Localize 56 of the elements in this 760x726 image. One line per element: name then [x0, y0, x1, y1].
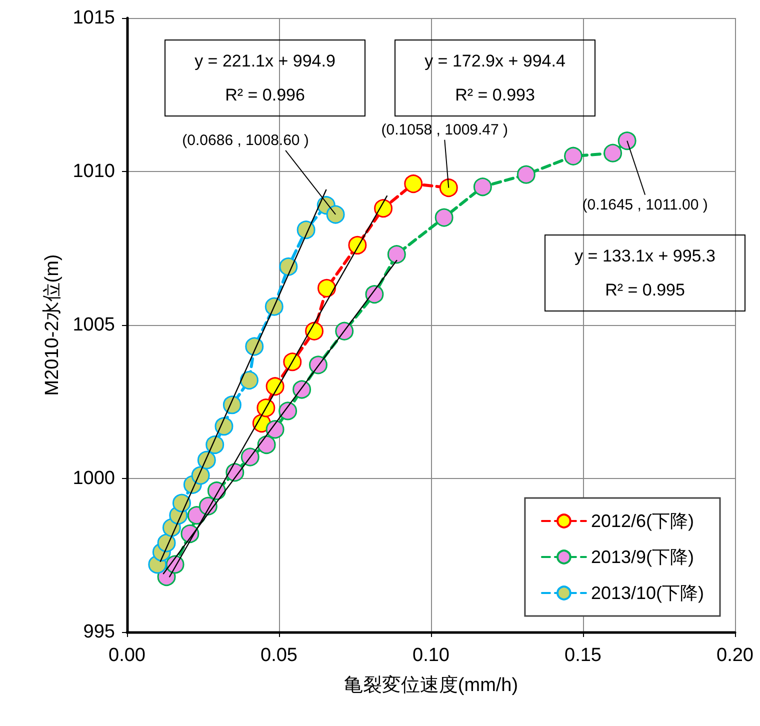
- point: [245, 337, 264, 356]
- point: [292, 380, 312, 399]
- point: [564, 146, 583, 166]
- point: [240, 448, 260, 466]
- point: [283, 352, 302, 372]
- x-tick-label: 0.10: [412, 645, 450, 666]
- point: [516, 165, 536, 184]
- point: [256, 398, 276, 418]
- point: [206, 435, 224, 454]
- y-tick-label: 1005: [72, 314, 115, 336]
- point: [257, 435, 276, 454]
- point: [305, 322, 324, 340]
- annotation: y = 133.1x + 995.3 R² = 0.995: [574, 246, 716, 300]
- y-tick-label: 1010: [72, 161, 115, 182]
- point: [473, 178, 492, 196]
- y-tick-label: 1000: [72, 468, 115, 489]
- point: [348, 236, 367, 254]
- point: [214, 417, 234, 436]
- x-tick-label: 0.05: [260, 645, 298, 666]
- point: [266, 377, 284, 396]
- point: [335, 322, 354, 340]
- point: [404, 174, 423, 194]
- point: [604, 144, 622, 162]
- annotation: (0.1645 , 1011.00 ): [582, 196, 708, 214]
- x-tick-label: 0.15: [564, 645, 602, 666]
- annotation: (0.0686 , 1008.60 ): [182, 132, 309, 149]
- point: [266, 420, 284, 439]
- point: [222, 396, 242, 414]
- annotation: (0.1058 , 1009.47 ): [381, 121, 508, 138]
- point: [374, 199, 393, 218]
- point: [326, 205, 345, 224]
- point: [278, 402, 298, 420]
- y-axis-title: M2010-2水位(m): [42, 254, 63, 396]
- point: [365, 285, 384, 304]
- annotation: y = 221.1x + 994.9 R² = 0.996: [194, 52, 336, 104]
- point: [618, 132, 636, 150]
- point: [296, 220, 316, 240]
- legend-label: 2012/6(下降): [590, 511, 694, 531]
- point: [439, 178, 458, 198]
- point: [172, 494, 191, 512]
- point: [197, 450, 216, 470]
- point: [308, 356, 328, 374]
- x-tick-label: 0.20: [716, 645, 754, 666]
- point: [387, 245, 406, 264]
- x-axis-title: 亀裂変位速度(mm/h): [344, 674, 518, 696]
- x-tick-label: 0.00: [108, 645, 146, 666]
- point: [279, 257, 298, 276]
- point: [434, 208, 454, 227]
- legend-label: 2013/9(下降): [590, 547, 694, 567]
- point: [317, 278, 336, 298]
- y-tick-label: 995: [83, 622, 115, 642]
- y-tick-label: 1015: [72, 8, 115, 28]
- point: [240, 371, 258, 390]
- point: [264, 297, 284, 316]
- annotation: y = 172.9x + 994.4 R² = 0.993: [424, 52, 566, 104]
- legend-label: 2013/10(下降): [590, 583, 704, 603]
